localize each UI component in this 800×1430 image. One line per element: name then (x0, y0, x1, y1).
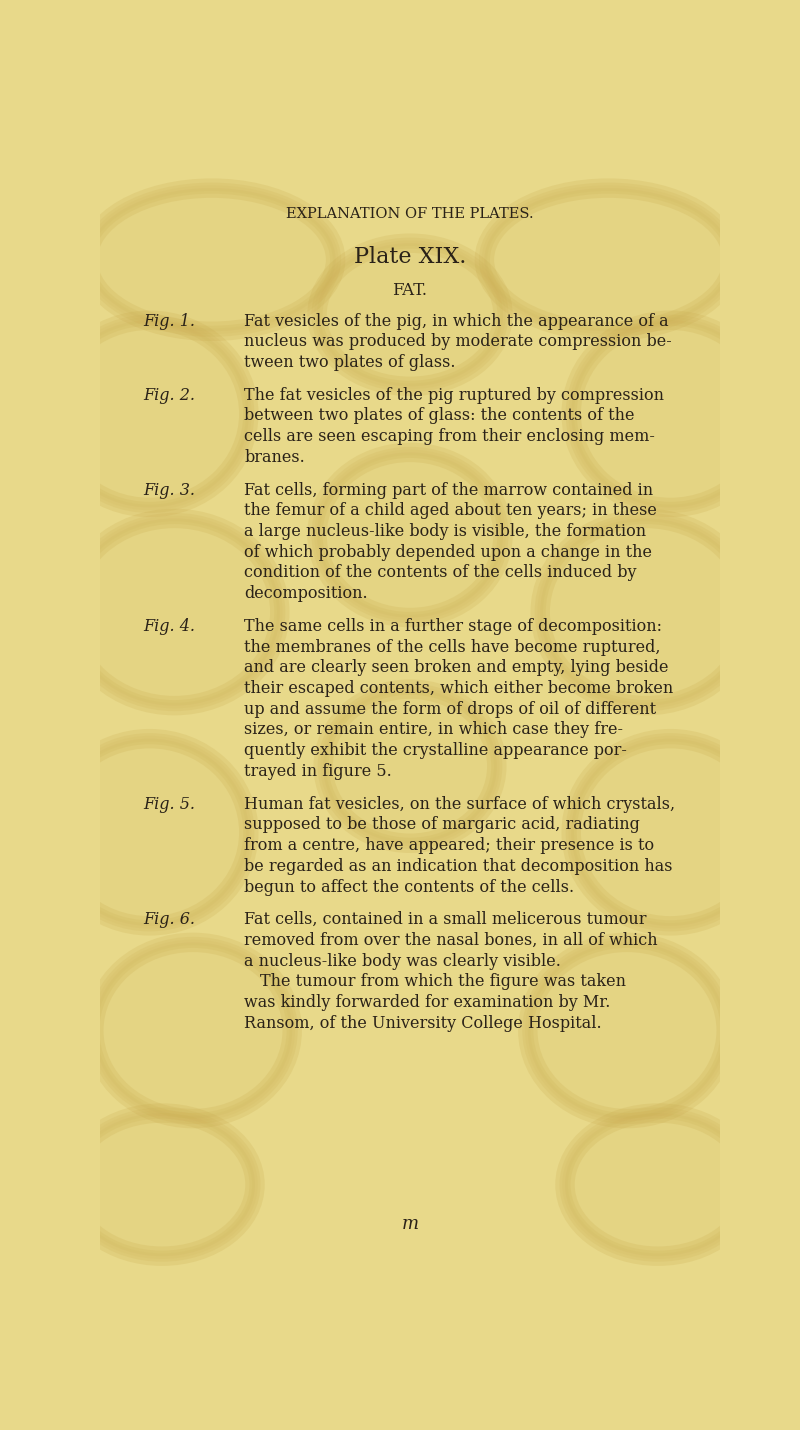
Text: up and assume the form of drops of oil of different: up and assume the form of drops of oil o… (245, 701, 657, 718)
Ellipse shape (69, 1113, 255, 1256)
Text: branes.: branes. (245, 449, 306, 466)
Text: Plate XIX.: Plate XIX. (354, 246, 466, 269)
Text: EXPLANATION OF THE PLATES.: EXPLANATION OF THE PLATES. (286, 207, 534, 220)
Text: decomposition.: decomposition. (245, 585, 368, 602)
Text: sizes, or remain entire, in which case they fre-: sizes, or remain entire, in which case t… (245, 722, 623, 738)
Text: Fat vesicles of the pig, in which the appearance of a: Fat vesicles of the pig, in which the ap… (245, 313, 669, 329)
Text: trayed in figure 5.: trayed in figure 5. (245, 762, 392, 779)
Text: a large nucleus-like body is visible, the formation: a large nucleus-like body is visible, th… (245, 523, 646, 541)
Ellipse shape (540, 519, 751, 705)
Text: The fat vesicles of the pig ruptured by compression: The fat vesicles of the pig ruptured by … (245, 386, 665, 403)
Text: cells are seen escaping from their enclosing mem-: cells are seen escaping from their enclo… (245, 428, 655, 445)
Text: tween two plates of glass.: tween two plates of glass. (245, 355, 456, 370)
Text: the femur of a child aged about ten years; in these: the femur of a child aged about ten year… (245, 502, 658, 519)
Text: condition of the contents of the cells induced by: condition of the contents of the cells i… (245, 565, 637, 582)
Text: Fig. 6.: Fig. 6. (143, 911, 195, 928)
Text: Fig. 4.: Fig. 4. (143, 618, 195, 635)
Ellipse shape (50, 739, 249, 925)
Text: m: m (402, 1216, 418, 1234)
Text: supposed to be those of margaric acid, radiating: supposed to be those of margaric acid, r… (245, 817, 640, 834)
Ellipse shape (565, 1113, 751, 1256)
Text: Fig. 2.: Fig. 2. (143, 386, 195, 403)
Text: Fig. 5.: Fig. 5. (143, 795, 195, 812)
Text: a nucleus-like body was clearly visible.: a nucleus-like body was clearly visible. (245, 952, 562, 970)
Text: Fat cells, forming part of the marrow contained in: Fat cells, forming part of the marrow co… (245, 482, 654, 499)
Text: their escaped contents, which either become broken: their escaped contents, which either bec… (245, 681, 674, 696)
Ellipse shape (571, 320, 770, 508)
Text: of which probably depended upon a change in the: of which probably depended upon a change… (245, 543, 653, 561)
Ellipse shape (69, 519, 280, 705)
Ellipse shape (50, 320, 249, 508)
Ellipse shape (317, 452, 503, 618)
Text: begun to affect the contents of the cells.: begun to affect the contents of the cell… (245, 878, 574, 895)
Text: The tumour from which the figure was taken: The tumour from which the figure was tak… (260, 974, 626, 991)
Ellipse shape (528, 942, 726, 1118)
Text: be regarded as an indication that decomposition has: be regarded as an indication that decomp… (245, 858, 673, 875)
Text: Fat cells, contained in a small melicerous tumour: Fat cells, contained in a small melicero… (245, 911, 647, 928)
Text: Fig. 1.: Fig. 1. (143, 313, 195, 329)
Text: FAT.: FAT. (393, 282, 427, 299)
Text: between two plates of glass: the contents of the: between two plates of glass: the content… (245, 408, 635, 425)
Text: and are clearly seen broken and empty, lying beside: and are clearly seen broken and empty, l… (245, 659, 669, 676)
Text: removed from over the nasal bones, in all of which: removed from over the nasal bones, in al… (245, 932, 658, 950)
Text: was kindly forwarded for examination by Mr.: was kindly forwarded for examination by … (245, 994, 611, 1011)
Text: quently exhibit the crystalline appearance por-: quently exhibit the crystalline appearan… (245, 742, 627, 759)
Text: from a centre, have appeared; their presence is to: from a centre, have appeared; their pres… (245, 837, 654, 854)
Text: The same cells in a further stage of decomposition:: The same cells in a further stage of dec… (245, 618, 662, 635)
Ellipse shape (571, 739, 770, 925)
Ellipse shape (323, 689, 497, 844)
Ellipse shape (94, 942, 292, 1118)
Ellipse shape (88, 189, 336, 332)
Text: nucleus was produced by moderate compression be-: nucleus was produced by moderate compres… (245, 333, 672, 350)
Text: Ransom, of the University College Hospital.: Ransom, of the University College Hospit… (245, 1015, 602, 1032)
Ellipse shape (317, 243, 503, 386)
Text: Human fat vesicles, on the surface of which crystals,: Human fat vesicles, on the surface of wh… (245, 795, 675, 812)
Ellipse shape (485, 189, 733, 332)
Text: the membranes of the cells have become ruptured,: the membranes of the cells have become r… (245, 639, 661, 656)
Text: Fig. 3.: Fig. 3. (143, 482, 195, 499)
